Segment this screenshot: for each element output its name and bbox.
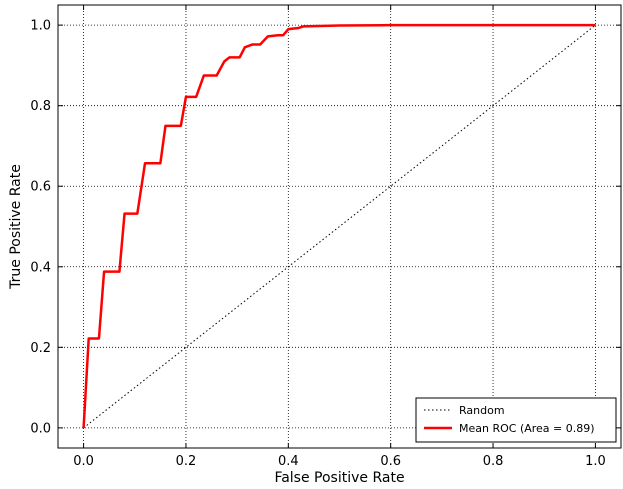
x-tick-label: 0.4	[278, 454, 299, 469]
x-tick-label: 0.2	[176, 454, 197, 469]
y-tick-label: 0.0	[30, 421, 51, 436]
legend-box	[415, 397, 617, 443]
ticks: 0.0 0.2 0.4 0.6 0.8 1.0 0.0 0.2 0.4 0.6 0.8 1.0	[30, 5, 621, 469]
legend: Random Mean ROC (Area = 0.89)	[415, 397, 617, 443]
plot-frame	[57, 4, 622, 449]
x-tick-label: 0.8	[483, 454, 504, 469]
y-tick-label: 0.4	[30, 260, 51, 275]
y-tick-label: 0.6	[30, 180, 51, 195]
y-tick-label: 1.0	[30, 19, 51, 34]
y-tick-label: 0.2	[30, 341, 51, 356]
x-tick-label: 0.6	[380, 454, 401, 469]
y-axis-label: True Positive Rate	[8, 164, 24, 290]
x-tick-label: 0.0	[73, 454, 94, 469]
x-tick-label: 1.0	[585, 454, 606, 469]
x-axis-label: False Positive Rate	[274, 470, 404, 486]
mean-roc-line	[82, 23, 596, 428]
legend-label-random: Random	[459, 404, 505, 417]
legend-label-mean-roc: Mean ROC (Area = 0.89)	[459, 422, 595, 435]
series-layer	[82, 23, 596, 429]
random-baseline-line	[83, 24, 596, 429]
grid	[58, 5, 621, 448]
y-tick-label: 0.8	[30, 99, 51, 114]
